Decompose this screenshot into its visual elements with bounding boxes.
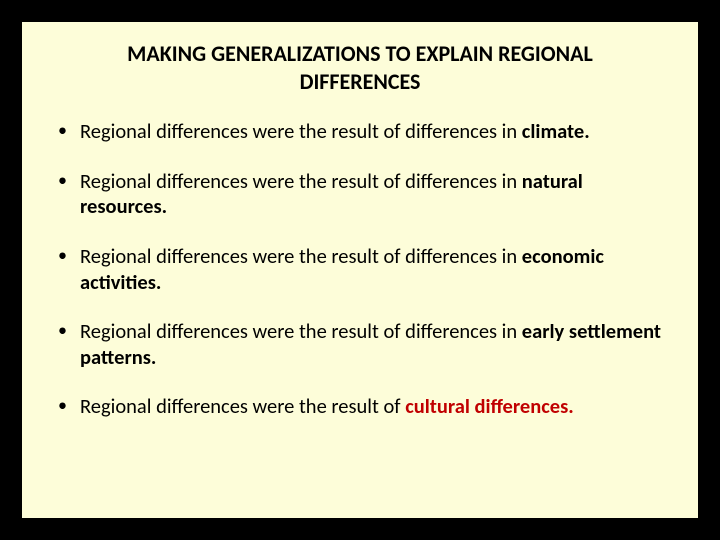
- bullet-item: Regional differences were the result of …: [52, 319, 668, 370]
- bullet-item: Regional differences were the result of …: [52, 244, 668, 295]
- bullet-text-prefix: Regional differences were the result of …: [80, 168, 522, 194]
- bullet-item: Regional differences were the result of …: [52, 169, 668, 220]
- bullet-text-highlight: cultural differences.: [405, 393, 574, 419]
- bullet-text-prefix: Regional differences were the result of …: [80, 118, 522, 144]
- bullet-item: Regional differences were the result of …: [52, 394, 668, 420]
- bullet-text-prefix: Regional differences were the result of: [80, 393, 405, 419]
- bullet-text-bold: climate.: [522, 118, 590, 144]
- slide-container: MAKING GENERALIZATIONS TO EXPLAIN REGION…: [22, 22, 698, 518]
- slide-title: MAKING GENERALIZATIONS TO EXPLAIN REGION…: [52, 40, 668, 95]
- bullet-text-prefix: Regional differences were the result of …: [80, 318, 522, 344]
- bullet-text-prefix: Regional differences were the result of …: [80, 243, 522, 269]
- bullet-list: Regional differences were the result of …: [52, 119, 668, 420]
- bullet-item: Regional differences were the result of …: [52, 119, 668, 145]
